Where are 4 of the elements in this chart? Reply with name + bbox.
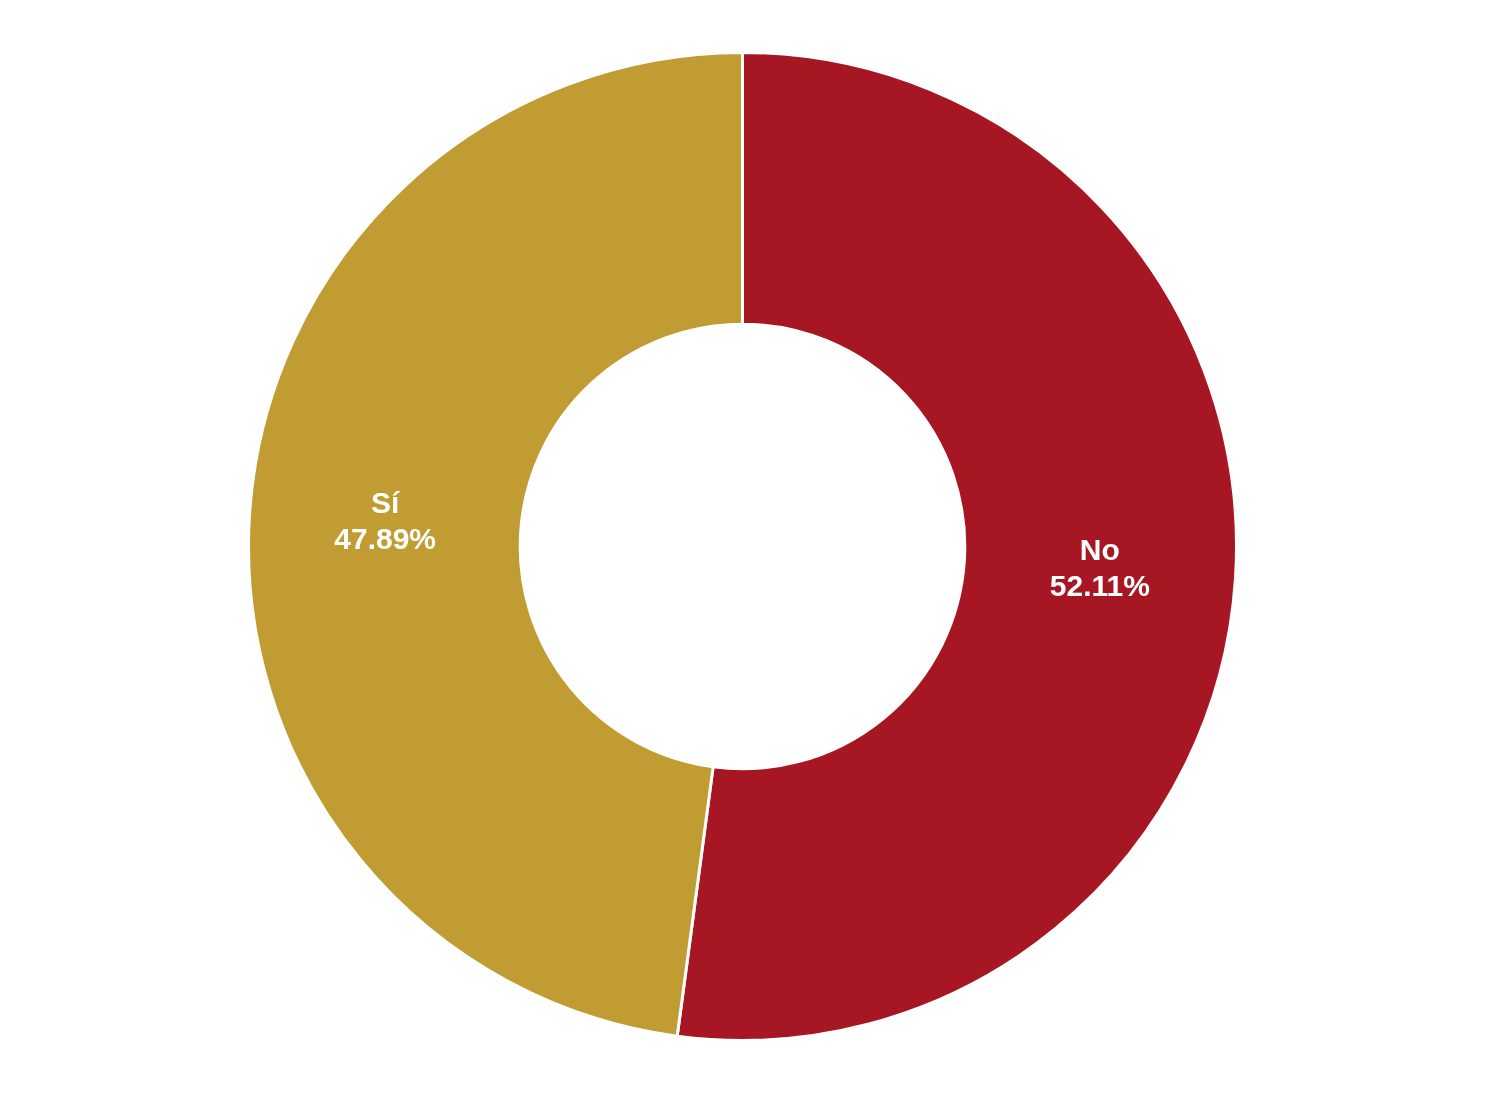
data-label: 52.11% [1049,569,1150,603]
slice-label: Sí [370,486,401,520]
data-label: 47.89% [334,522,437,556]
slice-label: No [1079,533,1120,567]
